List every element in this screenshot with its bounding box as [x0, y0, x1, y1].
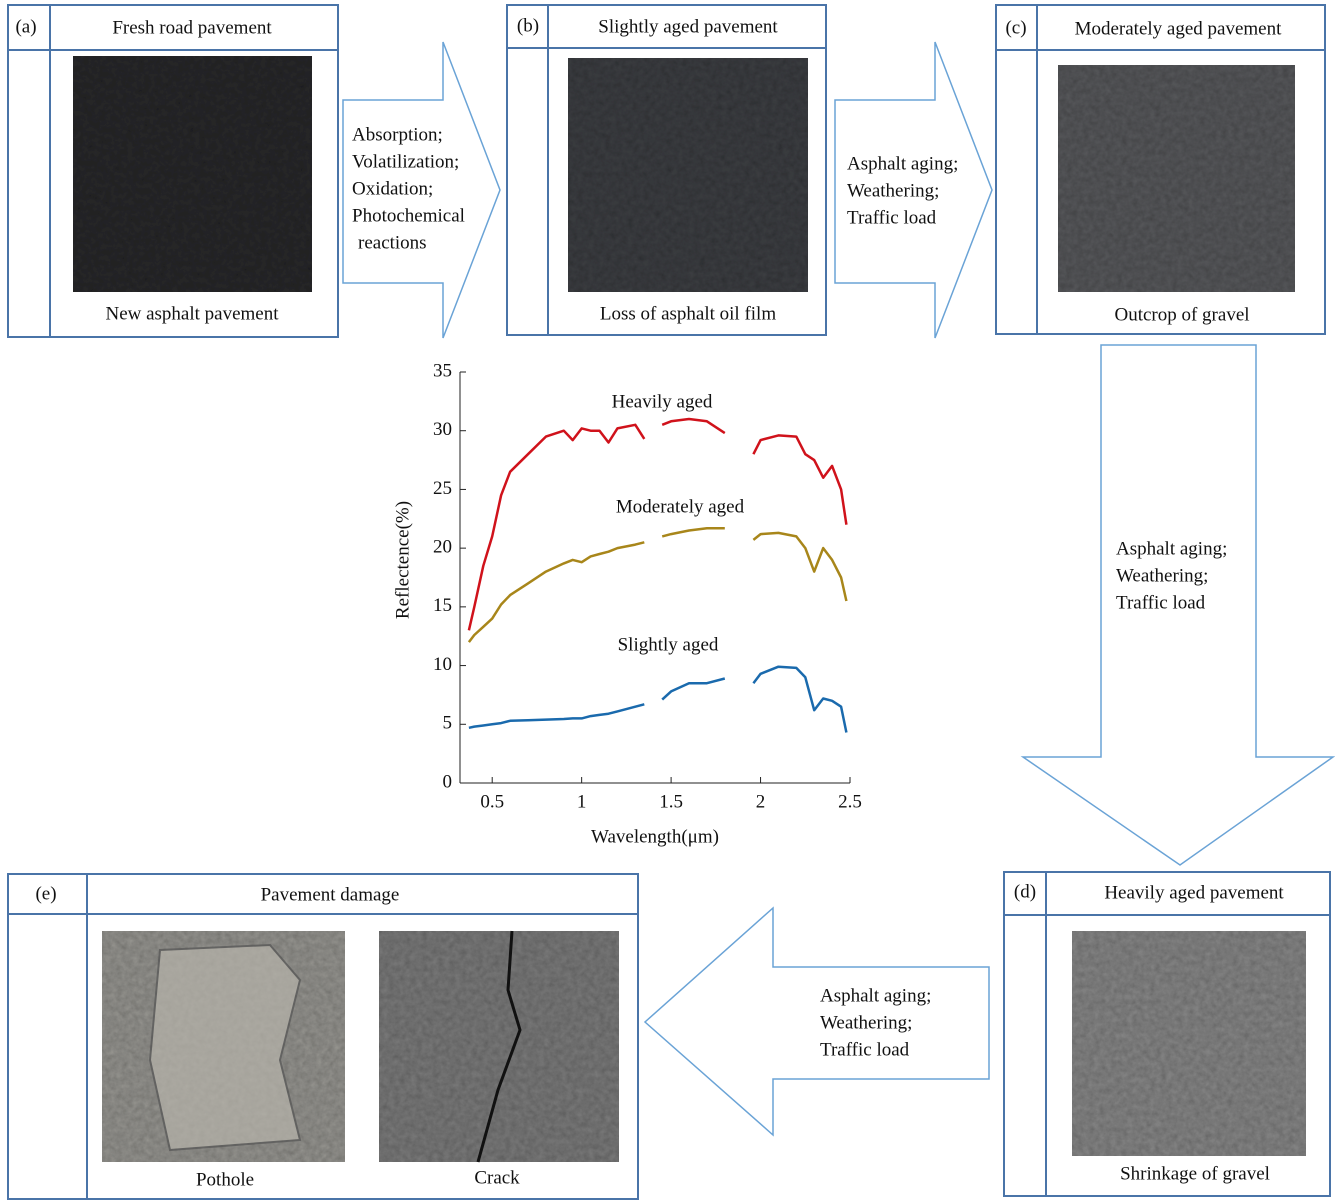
panel-caption: Pothole — [196, 1169, 254, 1190]
photo — [568, 58, 808, 292]
arrow — [342, 41, 501, 339]
x-tick-label: 2 — [756, 791, 766, 812]
arrow-text: reactions — [358, 232, 427, 253]
y-tick-label: 15 — [433, 595, 452, 616]
y-axis-label: Reflectence(%) — [392, 501, 413, 619]
series-label: Heavily aged — [612, 391, 713, 412]
x-tick-label: 0.5 — [480, 791, 504, 812]
arrow-text: Weathering; — [847, 180, 939, 201]
panel-caption: Shrinkage of gravel — [1120, 1163, 1270, 1184]
arrow-text: Traffic load — [1116, 592, 1206, 613]
y-tick-label: 20 — [433, 537, 452, 558]
series-label: Moderately aged — [616, 496, 745, 517]
y-tick-label: 10 — [433, 654, 452, 675]
photo — [73, 56, 312, 292]
panel-title: Fresh road pavement — [112, 17, 272, 38]
panel-caption: Outcrop of gravel — [1114, 304, 1249, 325]
panel-label: (a) — [15, 16, 36, 37]
photo — [379, 931, 619, 1162]
arrow — [643, 906, 990, 1137]
x-tick-label: 2.5 — [838, 791, 862, 812]
series-label: Slightly aged — [618, 634, 719, 655]
y-tick-label: 0 — [443, 771, 453, 792]
arrow-text: Photochemical — [352, 205, 465, 226]
y-tick-label: 25 — [433, 478, 452, 499]
arrow-text: Oxidation; — [352, 178, 433, 199]
arrow-text: Absorption; — [352, 124, 443, 145]
x-axis-label: Wavelength(μm) — [591, 826, 719, 847]
series-line — [467, 526, 848, 643]
arrow-text: Asphalt aging; — [1116, 538, 1227, 559]
arrow — [834, 41, 993, 339]
arrow-text: Weathering; — [1116, 565, 1208, 586]
arrow-text: Asphalt aging; — [847, 153, 958, 174]
panel-caption: New asphalt pavement — [105, 303, 279, 324]
photo — [1058, 65, 1295, 292]
panel-title: Slightly aged pavement — [598, 16, 778, 37]
arrow-text: Traffic load — [847, 207, 937, 228]
arrow-text: Weathering; — [820, 1012, 912, 1033]
series-line — [468, 665, 848, 733]
arrow-text: Volatilization; — [352, 151, 459, 172]
arrow-text: Asphalt aging; — [820, 985, 931, 1006]
crack-line — [476, 930, 522, 1163]
arrow-text: Traffic load — [820, 1039, 910, 1060]
y-tick-label: 5 — [443, 713, 453, 734]
chart: 0 5 10 15 20 25 30 35 0.5 1 1.5 2 2.5 Wavelength(μm) R… — [380, 350, 868, 860]
arrow — [1020, 344, 1335, 866]
y-tick-label: 30 — [433, 419, 452, 440]
panel-label: (d) — [1014, 881, 1036, 902]
series-line — [467, 417, 848, 631]
photo — [1072, 931, 1306, 1156]
panel-label: (e) — [35, 883, 56, 904]
x-tick-label: 1 — [577, 791, 587, 812]
x-tick-label: 1.5 — [659, 791, 683, 812]
panel-title: Pavement damage — [261, 884, 400, 905]
panel-label: (c) — [1005, 17, 1026, 38]
panel-label: (b) — [517, 15, 539, 36]
pothole-shape — [148, 943, 302, 1152]
y-tick-label: 35 — [433, 360, 452, 381]
panel-title: Moderately aged pavement — [1075, 18, 1283, 39]
panel-title: Heavily aged pavement — [1104, 882, 1284, 903]
panel-caption: Loss of asphalt oil film — [600, 303, 776, 324]
panel-caption: Crack — [474, 1167, 520, 1188]
